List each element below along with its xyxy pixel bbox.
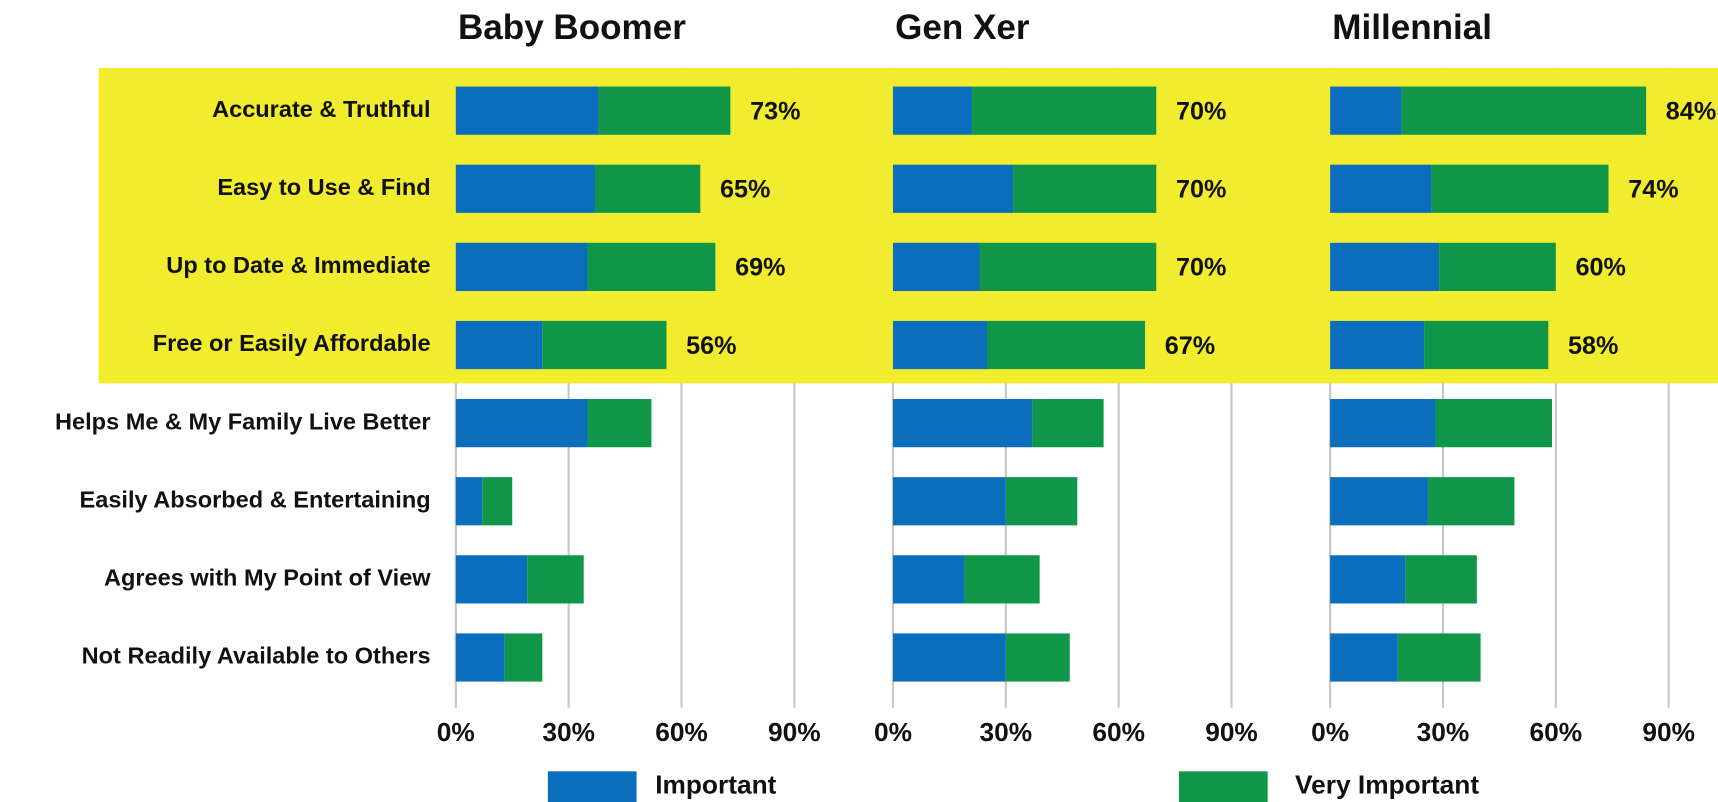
bar-segment xyxy=(1005,633,1070,682)
bar-segment xyxy=(1330,399,1436,448)
total-label: 74% xyxy=(1628,176,1678,204)
x-tick-label: 90% xyxy=(768,717,821,747)
bar-segment xyxy=(1330,242,1440,291)
total-label: 70% xyxy=(1176,176,1226,204)
bar-segment xyxy=(455,242,588,291)
bar-segment xyxy=(1330,320,1425,370)
bar-segment xyxy=(542,320,667,370)
bar-segment xyxy=(1405,555,1477,604)
bar-segment xyxy=(971,86,1157,135)
x-tick-label: 30% xyxy=(980,717,1033,747)
bar-segment xyxy=(1424,320,1549,370)
bar-segment xyxy=(964,555,1040,604)
x-tick-label: 0% xyxy=(437,717,475,747)
x-tick-label: 0% xyxy=(1311,717,1349,747)
bar-segment xyxy=(1330,164,1432,213)
bar-segment xyxy=(1330,555,1406,604)
bar-segment xyxy=(455,633,505,682)
legend-swatch xyxy=(1178,771,1268,802)
total-label: 69% xyxy=(735,254,785,282)
bar-segment xyxy=(1401,86,1647,135)
x-tick-label: 90% xyxy=(1205,717,1258,747)
bar-segment xyxy=(1431,164,1609,213)
category-label: Agrees with My Point of View xyxy=(104,565,431,591)
bar-segment xyxy=(1427,477,1515,526)
total-label: 67% xyxy=(1165,332,1215,360)
bar-segment xyxy=(892,633,1006,682)
panel-title: Millennial xyxy=(1332,8,1492,47)
bar-segment xyxy=(482,477,513,526)
category-label: Not Readily Available to Others xyxy=(82,643,431,669)
bar-segment xyxy=(892,164,1014,213)
panel-title: Baby Boomer xyxy=(458,8,686,47)
bar-segment xyxy=(504,633,543,682)
category-label: Helps Me & My Family Live Better xyxy=(55,408,431,434)
bar-segment xyxy=(1330,86,1402,135)
bar-segment xyxy=(892,320,988,370)
bar-segment xyxy=(892,86,972,135)
category-label: Easily Absorbed & Entertaining xyxy=(80,486,431,512)
total-label: 65% xyxy=(720,176,770,204)
x-tick-label: 60% xyxy=(655,717,708,747)
x-tick-label: 30% xyxy=(1417,717,1470,747)
bar-segment xyxy=(455,477,483,526)
bar-segment xyxy=(587,399,652,448)
bar-segment xyxy=(455,320,543,370)
bar-segment xyxy=(455,399,588,448)
bar-segment xyxy=(1330,633,1398,682)
bar-segment xyxy=(1435,399,1553,448)
total-label: 58% xyxy=(1568,332,1618,360)
bar-segment xyxy=(598,86,731,135)
category-label: Free or Easily Affordable xyxy=(153,330,431,356)
bar-segment xyxy=(527,555,584,604)
bar-segment xyxy=(594,164,701,213)
bar-segment xyxy=(892,242,980,291)
total-label: 73% xyxy=(750,98,800,126)
bar-segment xyxy=(1013,164,1157,213)
category-label: Up to Date & Immediate xyxy=(166,252,430,278)
bar-segment xyxy=(1439,242,1556,291)
total-label: 56% xyxy=(686,332,736,360)
bar-segment xyxy=(1397,633,1481,682)
bar-segment xyxy=(1330,477,1428,526)
bar-segment xyxy=(455,164,595,213)
total-label: 70% xyxy=(1176,98,1226,126)
bar-segment xyxy=(892,399,1033,448)
total-label: 60% xyxy=(1576,254,1626,282)
bar-segment xyxy=(1032,399,1104,448)
category-label: Accurate & Truthful xyxy=(212,96,430,122)
x-tick-label: 60% xyxy=(1530,717,1583,747)
total-label: 70% xyxy=(1176,254,1226,282)
x-tick-label: 0% xyxy=(874,717,912,747)
legend-label: Important xyxy=(655,770,776,800)
bar-segment xyxy=(455,86,599,135)
bar-segment xyxy=(892,555,965,604)
legend-label: Very Important xyxy=(1295,770,1479,800)
x-tick-label: 90% xyxy=(1642,717,1695,747)
panel-title: Gen Xer xyxy=(895,8,1030,47)
bar-segment xyxy=(587,242,716,291)
legend-swatch xyxy=(547,771,637,802)
bar-segment xyxy=(1005,477,1078,526)
bar-segment xyxy=(987,320,1145,370)
x-tick-label: 60% xyxy=(1092,717,1145,747)
category-label: Easy to Use & Find xyxy=(217,174,430,200)
bar-segment xyxy=(979,242,1157,291)
total-label: 84% xyxy=(1666,98,1716,126)
bar-segment xyxy=(455,555,528,604)
bar-segment xyxy=(892,477,1006,526)
x-tick-label: 30% xyxy=(542,717,595,747)
